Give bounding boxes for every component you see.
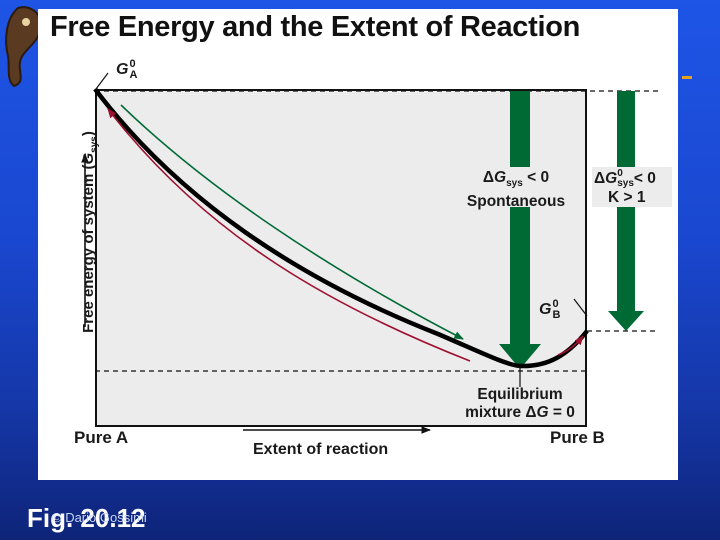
spont-sub: sys: [506, 178, 523, 190]
ga-symbol: G: [116, 61, 129, 79]
equilibrium-label: Equilibrium mixture ΔG = 0: [440, 386, 600, 422]
spontaneous-word: Spontaneous: [466, 193, 566, 211]
ga-sub: A: [129, 69, 138, 81]
pure-a-label: Pure A: [74, 428, 129, 447]
y-axis-label-sub: sys: [89, 136, 100, 153]
y-axis-label-sym: G: [80, 152, 97, 165]
spontaneous-green-arrow: [499, 91, 541, 369]
spontaneous-label-bg: [456, 167, 574, 207]
copyright-text: © Dario Gossimi: [52, 510, 147, 525]
orange-accent-bar: [682, 76, 692, 79]
std-delta: Δ: [594, 170, 606, 188]
eq-line2-g: G: [536, 404, 549, 421]
y-axis-label-main: Free energy of system (: [80, 164, 97, 333]
gb-sup: 0: [552, 298, 559, 310]
std-rel: < 0: [633, 170, 656, 188]
standard-label-bg: [592, 167, 672, 207]
gb-sub: B: [552, 309, 561, 321]
pure-b-label: Pure B: [550, 428, 605, 447]
ga-leader-line: [95, 72, 109, 90]
free-energy-diagram: [81, 72, 672, 434]
equilibrium-line1: Equilibrium: [477, 386, 563, 403]
standard-condition: ΔG 0 sys < 0: [594, 169, 674, 189]
eq-line2-post: = 0: [548, 404, 575, 421]
forward-green-arrow: [120, 104, 464, 340]
spontaneous-label: ΔGsys < 0 Spontaneous: [458, 169, 574, 211]
spont-delta: Δ: [482, 169, 495, 186]
gb-leader-line: [573, 298, 588, 317]
slide-title: Free Energy and the Extent of Reaction: [50, 11, 581, 43]
figure-number-label: Fig. 20.12: [27, 503, 146, 533]
gb-symbol: G: [539, 301, 552, 319]
standard-free-energy-label: ΔG 0 sys < 0 K > 1: [594, 169, 674, 207]
eq-line2-pre: mixture Δ: [465, 404, 537, 421]
b-side-red-arrow: [557, 335, 584, 356]
reverse-red-arrow: [107, 108, 471, 362]
figure-panel: Free Energy and the Extent of Reaction: [38, 9, 678, 480]
spont-rel: < 0: [522, 169, 550, 186]
free-energy-curve: [93, 87, 589, 369]
std-g: G: [605, 170, 618, 188]
std-sup: 0: [617, 168, 623, 179]
y-axis-label: Free energy of system (Gsys): [80, 102, 100, 362]
standard-k: K > 1: [608, 189, 646, 206]
y-axis-label-end: ): [80, 131, 97, 137]
equilibrium-line2: mixture ΔG = 0: [440, 404, 600, 422]
spontaneous-condition: ΔGsys < 0: [458, 169, 574, 193]
standard-green-arrow: [608, 91, 644, 331]
std-sub: sys: [617, 178, 634, 189]
x-axis-label: Extent of reaction: [253, 441, 389, 458]
spont-g: G: [494, 169, 507, 186]
ga-sup: 0: [129, 58, 136, 70]
